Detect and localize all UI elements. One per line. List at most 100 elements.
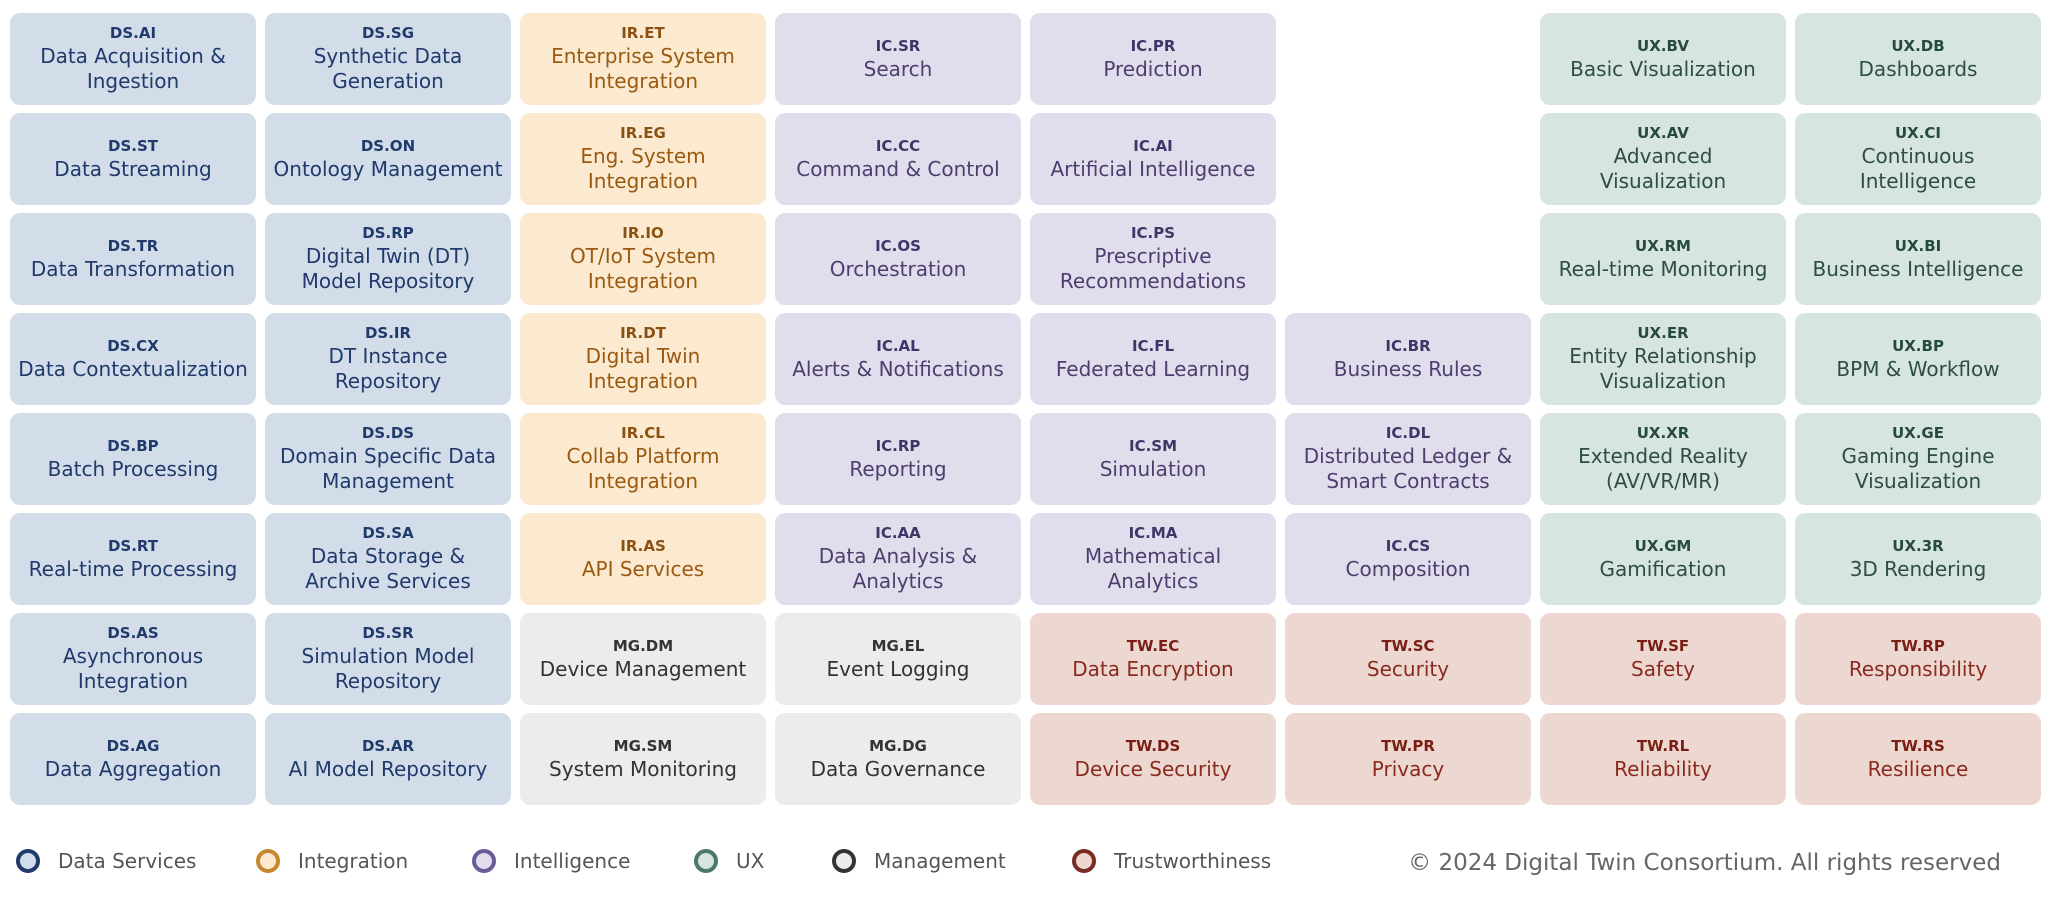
- capability-tile: DS.AS Asynchronous Integration: [10, 613, 256, 705]
- capability-tile: DS.SA Data Storage & Archive Services: [265, 513, 511, 605]
- legend-label: Intelligence: [514, 849, 631, 873]
- tile-code: DS.DS: [361, 424, 415, 442]
- legend-marker: [256, 849, 280, 873]
- tile-name: Alerts & Notifications: [792, 356, 1004, 381]
- tile-name: Collab Platform Integration: [566, 444, 720, 493]
- tile-name: Business Rules: [1333, 356, 1483, 381]
- tile-name: Domain Specific Data Management: [280, 444, 496, 493]
- tile-code: IR.AS: [620, 536, 666, 555]
- capability-tile: TW.PR Privacy: [1285, 713, 1531, 805]
- tile-code: DS.AG: [106, 736, 160, 755]
- tile-code: DS.SR: [362, 624, 414, 642]
- capability-tile: UX.3R 3D Rendering: [1795, 513, 2041, 605]
- tile-name: Gamification: [1599, 556, 1727, 581]
- tile-code: IR.EG: [620, 124, 666, 142]
- tile-code: MG.DG: [869, 736, 927, 755]
- tile-name: Data Transformation: [30, 256, 236, 281]
- tile-code: IR.ET: [621, 24, 665, 42]
- tile-code: TW.SC: [1381, 636, 1435, 655]
- tile-code: IR.DT: [620, 324, 666, 342]
- legend-item: Management: [832, 849, 1006, 873]
- tile-name: Composition: [1345, 556, 1471, 581]
- tile-code: IC.MA: [1128, 524, 1178, 542]
- capability-tile: DS.ON Ontology Management: [265, 113, 511, 205]
- capability-tile: IR.IO OT/IoT System Integration: [520, 213, 766, 305]
- capability-tile: IC.SR Search: [775, 13, 1021, 105]
- capability-tile: UX.DB Dashboards: [1795, 13, 2041, 105]
- tile-code: UX.CI: [1894, 124, 1942, 142]
- tile-code: IR.CL: [621, 424, 665, 442]
- tile-name: Gaming Engine Visualization: [1841, 444, 1995, 493]
- tile-name: Data Encryption: [1072, 656, 1234, 681]
- tile-name: Asynchronous Integration: [62, 644, 204, 693]
- tile-code: UX.GM: [1634, 536, 1692, 555]
- capability-tile: DS.SR Simulation Model Repository: [265, 613, 511, 705]
- tile-name: System Monitoring: [549, 756, 737, 781]
- tile-name: BPM & Workflow: [1836, 356, 2000, 381]
- tile-name: Data Storage & Archive Services: [305, 544, 471, 593]
- tile-code: TW.RL: [1636, 736, 1690, 755]
- tile-code: DS.IR: [364, 324, 412, 342]
- tile-code: UX.AV: [1637, 124, 1689, 142]
- capability-tile: UX.GE Gaming Engine Visualization: [1795, 413, 2041, 505]
- tile-code: IC.AI: [1133, 136, 1173, 155]
- capability-tile: IC.RP Reporting: [775, 413, 1021, 505]
- tile-code: DS.ST: [108, 136, 158, 155]
- tile-code: DS.AR: [361, 736, 415, 755]
- legend-label: Management: [874, 849, 1006, 873]
- tile-code: UX.RM: [1635, 236, 1691, 255]
- tile-code: IC.PS: [1130, 224, 1176, 242]
- tile-name: Privacy: [1371, 756, 1445, 781]
- tile-name: Orchestration: [829, 256, 967, 281]
- tile-name: DT Instance Repository: [328, 344, 448, 393]
- tile-name: Prediction: [1103, 56, 1203, 81]
- legend-item: Data Services: [16, 849, 196, 873]
- tile-code: UX.BP: [1892, 336, 1944, 355]
- capability-tile: UX.BP BPM & Workflow: [1795, 313, 2041, 405]
- tile-code: DS.ON: [360, 136, 416, 155]
- tile-name: Federated Learning: [1055, 356, 1251, 381]
- tile-code: TW.RS: [1891, 736, 1945, 755]
- legend-marker: [1072, 849, 1096, 873]
- tile-name: Digital Twin Integration: [585, 344, 701, 393]
- tile-name: Command & Control: [796, 156, 1000, 181]
- capability-tile: IR.CL Collab Platform Integration: [520, 413, 766, 505]
- capability-tile: IC.SM Simulation: [1030, 413, 1276, 505]
- tile-name: Real-time Processing: [28, 556, 238, 581]
- capability-tile: DS.TR Data Transformation: [10, 213, 256, 305]
- capability-tile: DS.SG Synthetic Data Generation: [265, 13, 511, 105]
- tile-name: Device Management: [539, 656, 747, 681]
- tile-name: Enterprise System Integration: [551, 44, 735, 93]
- capability-tile: TW.RP Responsibility: [1795, 613, 2041, 705]
- capability-tile: UX.XR Extended Reality (AV/VR/MR): [1540, 413, 1786, 505]
- capability-tile: TW.SF Safety: [1540, 613, 1786, 705]
- capability-tile: UX.GM Gamification: [1540, 513, 1786, 605]
- tile-code: TW.SF: [1636, 636, 1690, 655]
- legend-marker: [16, 849, 40, 873]
- tile-code: IC.OS: [875, 236, 921, 255]
- capability-tile: MG.DM Device Management: [520, 613, 766, 705]
- capability-tile: IC.CS Composition: [1285, 513, 1531, 605]
- tile-name: Reporting: [849, 456, 947, 481]
- capability-tile: IC.MA Mathematical Analytics: [1030, 513, 1276, 605]
- tile-code: IC.RP: [875, 436, 921, 455]
- capability-tile: IC.CC Command & Control: [775, 113, 1021, 205]
- legend-label: UX: [736, 849, 765, 873]
- capability-tile: IC.OS Orchestration: [775, 213, 1021, 305]
- capability-tile: IR.DT Digital Twin Integration: [520, 313, 766, 405]
- tile-code: UX.XR: [1636, 424, 1690, 442]
- tile-code: MG.DM: [612, 636, 674, 655]
- tile-name: Prescriptive Recommendations: [1059, 244, 1247, 293]
- tile-name: Real-time Monitoring: [1558, 256, 1768, 281]
- capability-tile: DS.RP Digital Twin (DT) Model Repository: [265, 213, 511, 305]
- capability-tile: IC.PS Prescriptive Recommendations: [1030, 213, 1276, 305]
- tile-name: Data Aggregation: [44, 756, 222, 781]
- tile-name: Entity Relationship Visualization: [1569, 344, 1757, 393]
- capability-tile: DS.AI Data Acquisition & Ingestion: [10, 13, 256, 105]
- capability-tile: UX.RM Real-time Monitoring: [1540, 213, 1786, 305]
- tile-code: UX.3R: [1892, 536, 1944, 555]
- tile-name: Data Streaming: [54, 156, 212, 181]
- capability-tile: TW.RL Reliability: [1540, 713, 1786, 805]
- capability-tile: IR.AS API Services: [520, 513, 766, 605]
